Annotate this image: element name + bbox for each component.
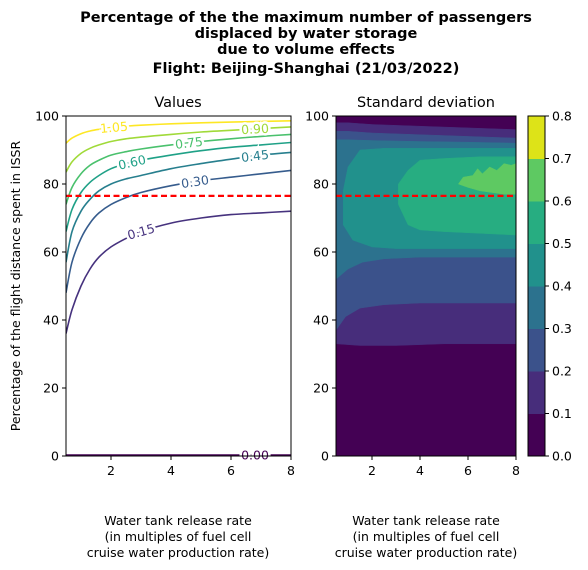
colorbar-tick-label: 0.2 xyxy=(552,364,572,379)
y-tick-label: 100 xyxy=(35,109,59,124)
colorbar-segment xyxy=(528,286,545,329)
contour-label: 0.60 xyxy=(117,152,148,173)
left-y-ticks: 0 20 40 60 80 100 xyxy=(35,109,66,464)
contour-label: 0.90 xyxy=(241,121,270,138)
colorbar-tick-label: 0.8 xyxy=(552,109,572,124)
colorbar-tick-label: 0.5 xyxy=(552,236,572,251)
y-tick-label: 40 xyxy=(43,313,59,328)
colorbar-segment xyxy=(528,413,545,457)
colorbar-tick-label: 0.6 xyxy=(552,194,572,209)
left-contour-labels: 0.00 0.15 0.30 0.45 0.60 0.75 0.90 1.05 xyxy=(97,116,272,465)
title-line-3: due to volume effects xyxy=(217,42,395,58)
y-tick-label: 20 xyxy=(43,381,59,396)
left-panel-title: Values xyxy=(154,95,201,111)
y-tick-label: 40 xyxy=(313,313,329,328)
x-tick-label: 4 xyxy=(167,463,175,478)
colorbar-segment xyxy=(528,371,545,414)
x-tick-label: 2 xyxy=(368,463,376,478)
left-x-axis-label: Water tank release rate (in multiples of… xyxy=(87,513,270,560)
colorbar-tick-label: 0.7 xyxy=(552,151,572,166)
colorbar-tick-label: 0.3 xyxy=(552,321,572,336)
colorbar-segment xyxy=(528,116,545,159)
y-tick-label: 60 xyxy=(313,245,329,260)
colorbar-segment xyxy=(528,243,545,287)
left-xlabel-line-3: cruise water production rate) xyxy=(87,545,270,560)
right-y-ticks: 0 20 40 60 80 100 xyxy=(305,109,336,464)
colorbar-segment xyxy=(528,328,545,372)
contour-label: 0.00 xyxy=(241,447,269,462)
contour-line-0-30 xyxy=(66,169,291,293)
right-x-axis-label: Water tank release rate (in multiples of… xyxy=(335,513,518,560)
x-tick-label: 6 xyxy=(227,463,235,478)
y-tick-label: 0 xyxy=(51,449,59,464)
contour-line-0-75 xyxy=(66,133,291,205)
contour-label: 0.15 xyxy=(126,221,157,243)
right-xlabel-line-1: Water tank release rate xyxy=(352,513,500,528)
title-line-1: Percentage of the the maximum number of … xyxy=(80,10,532,26)
colorbar-tick-label: 0.1 xyxy=(552,406,572,421)
colorbar-segment xyxy=(528,158,545,202)
contour-line-1-05 xyxy=(66,120,291,144)
left-plot-frame xyxy=(65,115,292,457)
left-contour-lines xyxy=(66,120,291,456)
title-line-4: Flight: Beijing-Shanghai (21/03/2022) xyxy=(153,61,460,77)
right-plot-frame xyxy=(335,115,517,457)
right-filled-contours xyxy=(336,116,516,456)
x-tick-label: 8 xyxy=(287,463,295,478)
colorbar xyxy=(528,116,545,457)
colorbar-ticks: 0.0 0.1 0.2 0.3 0.4 0.5 0.6 0.7 0.8 xyxy=(545,109,572,464)
y-tick-label: 80 xyxy=(313,177,329,192)
y-tick-label: 20 xyxy=(313,381,329,396)
left-xlabel-line-1: Water tank release rate xyxy=(104,513,252,528)
x-tick-label: 8 xyxy=(512,463,520,478)
y-tick-label: 60 xyxy=(43,245,59,260)
y-tick-label: 80 xyxy=(43,177,59,192)
contour-line-0-60 xyxy=(66,141,291,232)
contour-line-0-45 xyxy=(66,151,291,263)
contour-label: 0.75 xyxy=(174,134,203,152)
contour-label: 0.45 xyxy=(240,147,269,165)
left-ylabel: Percentage of the flight distance spent … xyxy=(8,141,23,432)
x-tick-label: 6 xyxy=(464,463,472,478)
colorbar-tick-label: 0.4 xyxy=(552,279,572,294)
right-xlabel-line-3: cruise water production rate) xyxy=(335,545,518,560)
left-xlabel-line-2: (in multiples of fuel cell xyxy=(105,529,252,544)
right-x-ticks: 2 4 6 8 xyxy=(368,456,520,478)
left-x-ticks: 2 4 6 8 xyxy=(107,456,295,478)
fill-level-0.6-0.7 xyxy=(458,163,516,195)
contour-label: 0.30 xyxy=(180,172,210,191)
colorbar-segment xyxy=(528,201,545,244)
x-tick-label: 2 xyxy=(107,463,115,478)
title-line-2: displaced by water storage xyxy=(195,26,418,42)
right-xlabel-line-2: (in multiples of fuel cell xyxy=(353,529,500,544)
contour-line-0-90 xyxy=(66,126,291,173)
right-panel-title: Standard deviation xyxy=(357,95,495,111)
figure-title: Percentage of the the maximum number of … xyxy=(80,10,532,77)
contour-label: 1.05 xyxy=(99,119,128,136)
y-tick-label: 100 xyxy=(305,109,329,124)
colorbar-tick-label: 0.0 xyxy=(552,449,572,464)
y-tick-label: 0 xyxy=(321,449,329,464)
contour-line-0-15 xyxy=(66,210,291,334)
x-tick-label: 4 xyxy=(416,463,424,478)
